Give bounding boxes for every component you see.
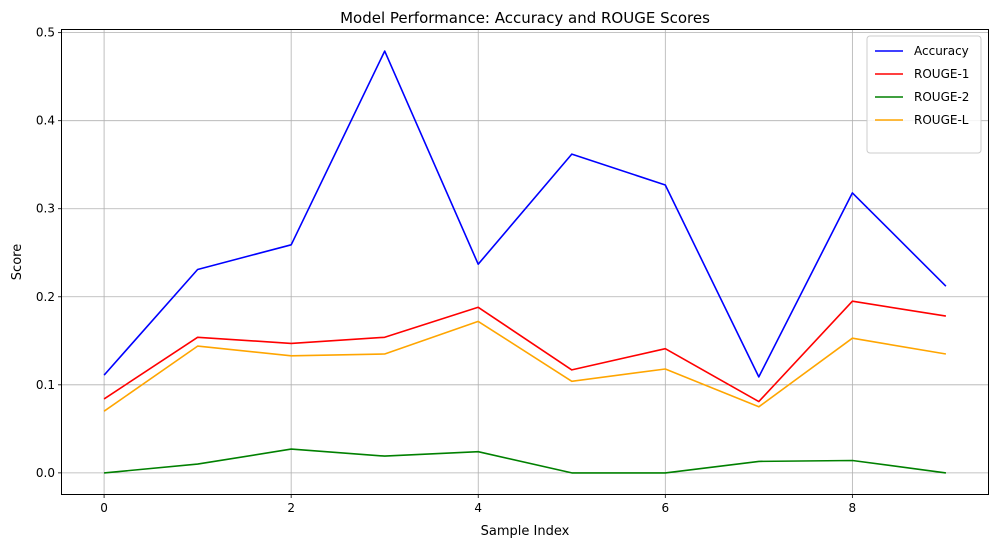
- x-tick-label: 8: [849, 501, 857, 515]
- legend-box: [866, 35, 982, 154]
- y-tick-label: 0.3: [36, 202, 55, 216]
- legend-label-rouge-l: ROUGE-L: [914, 113, 969, 127]
- x-tick-label: 2: [287, 501, 295, 515]
- series-line-rouge-1: [103, 300, 947, 403]
- x-axis-label: Sample Index: [481, 524, 570, 539]
- series-line-rouge-2: [104, 448, 947, 474]
- x-tick-label: 0: [100, 501, 108, 515]
- series-lines: [103, 50, 947, 474]
- x-tick-label: 6: [661, 501, 669, 515]
- chart-title: Model Performance: Accuracy and ROUGE Sc…: [340, 9, 710, 27]
- y-tick-label: 0.1: [36, 378, 55, 392]
- x-tick-label: 4: [474, 501, 482, 515]
- y-tick-label: 0.5: [36, 26, 55, 40]
- legend: Accuracy ROUGE-1 ROUGE-2 ROUGE-L: [866, 35, 982, 154]
- x-axis-ticks: 0 2 4 6 8: [100, 494, 856, 515]
- y-axis-label: Score: [10, 244, 25, 280]
- legend-label-rouge-2: ROUGE-2: [914, 90, 969, 104]
- series-line-accuracy: [103, 50, 947, 378]
- y-tick-label: 0.0: [36, 466, 55, 480]
- plot-area-frame: [61, 29, 989, 495]
- series-line-rouge-l: [103, 320, 947, 412]
- y-axis-ticks: 0.0 0.1 0.2 0.3 0.4 0.5: [36, 26, 62, 480]
- legend-label-rouge-1: ROUGE-1: [914, 67, 969, 81]
- y-tick-label: 0.2: [36, 290, 55, 304]
- y-tick-label: 0.4: [36, 114, 55, 128]
- legend-label-accuracy: Accuracy: [914, 44, 969, 58]
